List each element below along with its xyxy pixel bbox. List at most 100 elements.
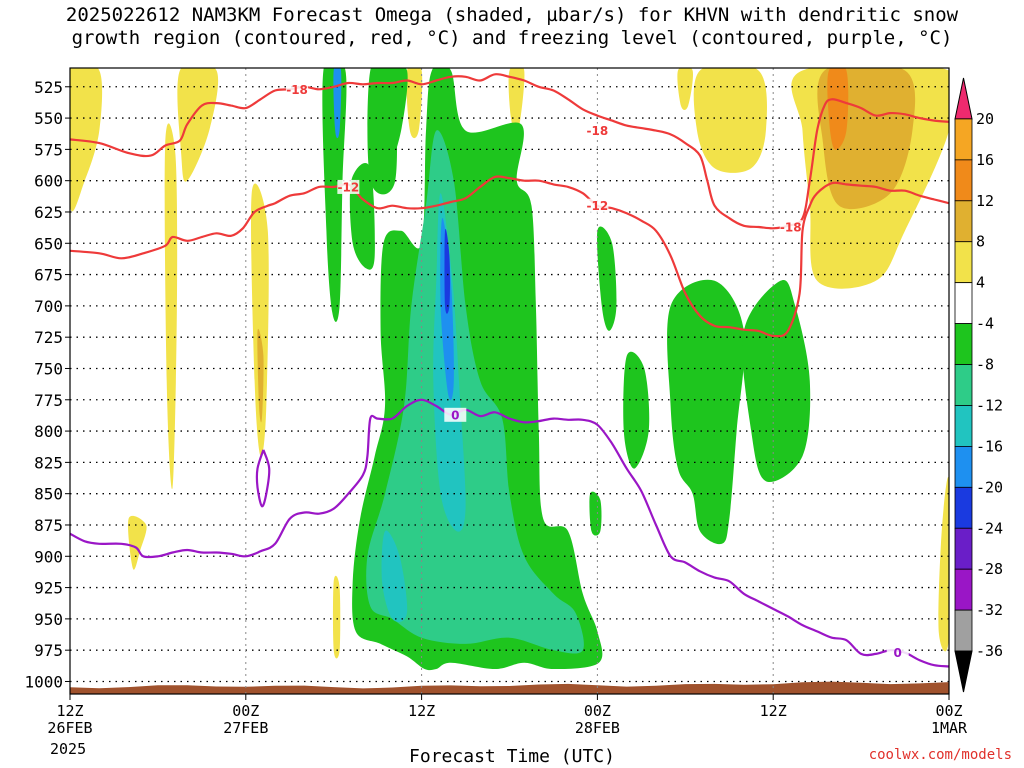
colorbar-cell-2: [954, 159, 973, 202]
contour-label-bg-0-0: [286, 82, 309, 97]
y-tick-label-10: 775: [34, 391, 63, 410]
colorbar-label-2: 12: [976, 192, 994, 210]
colorbar-label-5: -4: [976, 315, 994, 333]
colorbar-cell-6: [954, 323, 973, 365]
omega-region-9: [677, 68, 693, 110]
colorbar-label-1: 16: [976, 151, 994, 169]
x-tick-date-5: 1MAR: [931, 719, 968, 737]
chart-title-line2: growth region (contoured, red, °C) and f…: [71, 27, 953, 49]
contour-label-bg-0-1: [586, 123, 609, 138]
colorbar-label-10: -24: [976, 519, 1003, 537]
colorbar-cell-10: [954, 486, 973, 529]
y-tick-label-5: 650: [34, 234, 63, 253]
contour-label-2-1: 0: [894, 646, 902, 660]
omega-region-10: [693, 68, 767, 173]
colorbar-label-0: 20: [976, 110, 994, 128]
colorbar-cell-11: [954, 527, 973, 570]
x-tick-date-0: 26FEB: [47, 719, 92, 737]
x-tick-label-5: 00Z: [935, 702, 962, 720]
omega-region-31: [589, 491, 602, 536]
y-tick-label-4: 625: [34, 203, 63, 222]
colorbar-cell-4: [954, 241, 973, 284]
colorbar-cell-9: [954, 445, 973, 488]
omega-region-21: [366, 130, 584, 654]
colorbar-label-7: -12: [976, 396, 1003, 414]
colorbar-label-6: -8: [976, 356, 994, 374]
terrain: [70, 681, 949, 694]
contour-label-0-1: -18: [587, 124, 609, 138]
omega-region-5: [128, 515, 147, 570]
colorbar-label-3: 8: [976, 233, 985, 251]
y-tick-label-19: 1000: [24, 672, 63, 691]
omega-region-29: [667, 279, 745, 545]
colorbar-label-12: -32: [976, 601, 1003, 619]
y-tick-label-0: 525: [34, 78, 63, 97]
x-tick-label-0: 12Z: [56, 702, 83, 720]
y-tick-label-1: 550: [34, 109, 63, 128]
y-tick-label-12: 825: [34, 453, 63, 472]
y-tick-label-16: 925: [34, 579, 63, 598]
contours: -18 -18 -18 -12 -12 0 0: [70, 73, 949, 668]
contour-line-0: [70, 73, 949, 230]
x-tick-label-3: 00Z: [584, 702, 611, 720]
colorbar-cell-1: [954, 118, 973, 161]
omega-region-0: [70, 68, 103, 212]
y-tick-label-18: 975: [34, 641, 63, 660]
y-tick-label-14: 875: [34, 516, 63, 535]
x-tick-date-1: 27FEB: [223, 719, 268, 737]
contour-label-bg-2-1: [886, 645, 909, 660]
omega-region-15: [332, 575, 341, 659]
omega-region-13: [827, 68, 849, 150]
y-tick-label-15: 900: [34, 547, 63, 566]
omega-region-27: [596, 226, 617, 331]
colorbar-label-8: -16: [976, 437, 1003, 455]
chart-title-line1: 2025022612 NAM3KM Forecast Omega (shaded…: [65, 4, 959, 26]
y-tick-label-11: 800: [34, 422, 63, 441]
x-tick-label-4: 12Z: [760, 702, 787, 720]
x-axis-title: Forecast Time (UTC): [409, 746, 615, 767]
omega-region-16: [322, 68, 347, 322]
omega-region-28: [623, 351, 650, 469]
y-tick-label-13: 850: [34, 485, 63, 504]
colorbar-top-arrow: [954, 77, 973, 120]
omega-region-3: [251, 183, 269, 457]
colorbar-label-13: -36: [976, 642, 1003, 660]
omega-region-7: [406, 68, 423, 139]
omega-shading: [70, 68, 949, 671]
contour-label-0-2: -18: [780, 221, 802, 235]
contour-label-bg-2-0: [444, 407, 467, 422]
colorbar-cell-7: [954, 364, 973, 406]
y-axis: 525 550 575 600 625 650 675 700 725 750 775 800 825 8…: [24, 78, 70, 691]
omega-region-4: [257, 328, 264, 423]
colorbar-cell-3: [954, 200, 973, 243]
chart-title: 2025022612 NAM3KM Forecast Omega (shaded…: [0, 4, 1024, 50]
plot-frame: [69, 67, 950, 695]
y-tick-label-17: 950: [34, 610, 63, 629]
colorbar-label-9: -20: [976, 478, 1003, 496]
contour-line-3: [255, 449, 271, 508]
y-tick-label-8: 725: [34, 328, 63, 347]
omega-region-14: [938, 477, 949, 652]
contour-label-2-0: 0: [451, 408, 459, 422]
y-tick-label-2: 575: [34, 140, 63, 159]
contour-label-bg-0-2: [779, 220, 802, 235]
colorbar-cell-5: [954, 282, 973, 324]
contour-label-bg-1-0: [337, 179, 360, 194]
contour-label-0-0: -18: [286, 83, 308, 97]
contour-line-1: [70, 175, 949, 338]
terrain-fill: [70, 681, 949, 694]
omega-region-2: [164, 123, 178, 490]
x-tick-label-1: 00Z: [232, 702, 259, 720]
colorbar-cell-13: [954, 609, 973, 652]
colorbar: 20 16 12 8 4 -4 -8 -12 -16 -20 -24 -28 -32 -36: [954, 77, 1003, 693]
contour-line-2: [70, 398, 949, 668]
credit-link[interactable]: coolwx.com/models: [868, 747, 1012, 763]
y-tick-label-3: 600: [34, 172, 63, 191]
omega-region-25: [444, 228, 450, 314]
colorbar-label-11: -28: [976, 560, 1003, 578]
contour-label-1-1: -12: [587, 199, 609, 213]
y-tick-label-9: 750: [34, 359, 63, 378]
omega-region-8: [508, 68, 525, 134]
